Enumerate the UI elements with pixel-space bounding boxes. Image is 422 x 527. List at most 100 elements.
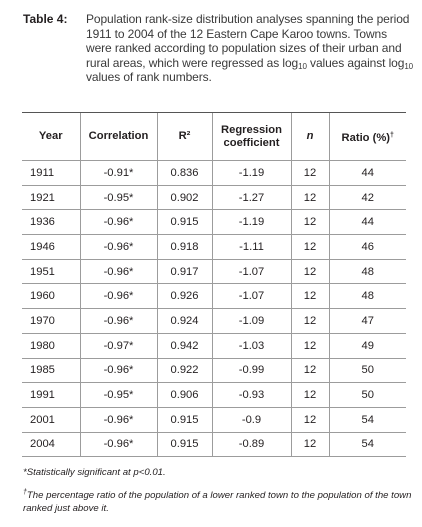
cell-correlation: -0.96*: [79, 308, 157, 334]
cell-year: 1921: [22, 184, 80, 211]
cell-ratio: 54: [328, 406, 406, 433]
cell-n: 12: [290, 283, 329, 310]
cell-r2: 0.836: [156, 160, 212, 186]
cell-regression: -0.89: [211, 431, 291, 458]
cell-year: 1970: [22, 308, 80, 334]
cell-regression: -1.19: [211, 160, 291, 186]
cell-regression: -1.07: [211, 283, 291, 310]
cell-regression: -0.9: [211, 406, 291, 433]
cell-n: 12: [290, 160, 329, 186]
cell-correlation: -0.96*: [79, 258, 157, 285]
table-row: 1921 -0.95* 0.902 -1.27 12 42: [22, 184, 406, 211]
log-base-subscript-1: 10: [298, 61, 307, 71]
cell-n: 12: [290, 234, 329, 260]
cell-year: 1980: [22, 332, 80, 359]
cell-ratio: 44: [328, 209, 406, 236]
cell-r2: 0.915: [156, 406, 212, 433]
cell-year: 1960: [22, 283, 80, 310]
cell-r2: 0.917: [156, 258, 212, 285]
cell-correlation: -0.91*: [79, 160, 157, 186]
cell-year: 1911: [22, 160, 80, 186]
caption-text-part2: values against log: [306, 55, 405, 70]
cell-regression: -0.93: [211, 382, 291, 408]
cell-n: 12: [290, 382, 329, 408]
cell-correlation: -0.95*: [79, 184, 157, 211]
cell-year: 2004: [22, 431, 80, 458]
cell-regression: -1.03: [211, 332, 291, 359]
log-base-subscript-2: 10: [404, 61, 414, 71]
cell-r2: 0.915: [156, 209, 212, 236]
cell-n: 12: [290, 357, 329, 384]
cell-r2: 0.915: [156, 431, 212, 458]
table-row: 2001 -0.96* 0.915 -0.9 12 54: [22, 406, 406, 433]
cell-ratio: 50: [328, 382, 406, 408]
table-row: 1946 -0.96* 0.918 -1.11 12 46: [22, 234, 406, 260]
header-r-squared: R²: [156, 112, 212, 161]
cell-correlation: -0.97*: [79, 332, 157, 359]
cell-ratio: 48: [328, 283, 406, 310]
table-row: 1936 -0.96* 0.915 -1.19 12 44: [22, 209, 406, 236]
table-label: Table 4:: [23, 12, 68, 26]
cell-ratio: 50: [328, 357, 406, 384]
header-n: n: [290, 112, 329, 161]
caption-text: Population rank-size distribution analys…: [86, 12, 415, 85]
cell-ratio: 42: [328, 184, 406, 211]
header-year: Year: [22, 112, 80, 161]
caption-text-part3: values of rank numbers.: [86, 70, 212, 85]
cell-r2: 0.926: [156, 283, 212, 310]
table-row: 1985 -0.96* 0.922 -0.99 12 50: [22, 357, 406, 384]
cell-n: 12: [290, 258, 329, 285]
cell-n: 12: [290, 209, 329, 236]
table-body: 1911 -0.91* 0.836 -1.19 12 44 1921 -0.95* 0.902-…: [22, 160, 406, 458]
cell-correlation: -0.96*: [79, 209, 157, 236]
cell-correlation: -0.95*: [79, 382, 157, 408]
footnotes: *Statistically significant at p<0.01. †T…: [23, 466, 418, 515]
table-row: 1911 -0.91* 0.836 -1.19 12 44: [22, 160, 406, 186]
cell-regression: -1.27: [211, 184, 291, 211]
footnote-dagger-mark: †: [23, 489, 27, 496]
cell-ratio: 44: [328, 160, 406, 186]
table-row: 1991 -0.95* 0.906 -0.93 12 50: [22, 382, 406, 408]
cell-ratio: 48: [328, 258, 406, 285]
dagger-mark: †: [390, 131, 394, 139]
cell-n: 12: [290, 184, 329, 211]
cell-correlation: -0.96*: [79, 283, 157, 310]
cell-regression: -1.07: [211, 258, 291, 285]
cell-regression: -1.11: [211, 234, 291, 260]
rank-size-table: Year Correlation R² Regression coefficie…: [22, 112, 406, 458]
cell-correlation: -0.96*: [79, 357, 157, 384]
cell-ratio: 49: [328, 332, 406, 359]
cell-correlation: -0.96*: [79, 431, 157, 458]
cell-year: 2001: [22, 406, 80, 433]
table-row: 1980 -0.97* 0.942 -1.03 12 49: [22, 332, 406, 359]
cell-year: 1991: [22, 382, 80, 408]
cell-r2: 0.918: [156, 234, 212, 260]
cell-n: 12: [290, 406, 329, 433]
cell-ratio: 46: [328, 234, 406, 260]
footnote-significance: *Statistically significant at p<0.01.: [23, 467, 166, 478]
footnote-ratio: †The percentage ratio of the population …: [23, 486, 418, 515]
cell-correlation: -0.96*: [79, 234, 157, 260]
cell-regression: -1.19: [211, 209, 291, 236]
footnote-ratio-text: The percentage ratio of the population o…: [23, 490, 412, 514]
cell-correlation: -0.96*: [79, 406, 157, 433]
cell-year: 1946: [22, 234, 80, 260]
table-row: 2004 -0.96* 0.915 -0.89 12 54: [22, 431, 406, 458]
cell-ratio: 54: [328, 431, 406, 458]
cell-n: 12: [290, 431, 329, 458]
header-regression-coefficient: Regression coefficient: [211, 112, 291, 161]
table-row: 1970 -0.96* 0.924 -1.09 12 47: [22, 308, 406, 334]
table-row: 1960 -0.96* 0.926 -1.07 12 48: [22, 283, 406, 310]
cell-r2: 0.922: [156, 357, 212, 384]
header-correlation: Correlation: [79, 112, 157, 161]
table-row: 1951 -0.96* 0.917 -1.07 12 48: [22, 258, 406, 285]
cell-year: 1951: [22, 258, 80, 285]
cell-r2: 0.902: [156, 184, 212, 211]
cell-year: 1985: [22, 357, 80, 384]
cell-year: 1936: [22, 209, 80, 236]
header-ratio-label: Ratio (%): [341, 131, 391, 144]
cell-r2: 0.942: [156, 332, 212, 359]
cell-r2: 0.924: [156, 308, 212, 334]
cell-regression: -1.09: [211, 308, 291, 334]
table-caption: Table 4: Population rank-size distributi…: [23, 12, 415, 85]
